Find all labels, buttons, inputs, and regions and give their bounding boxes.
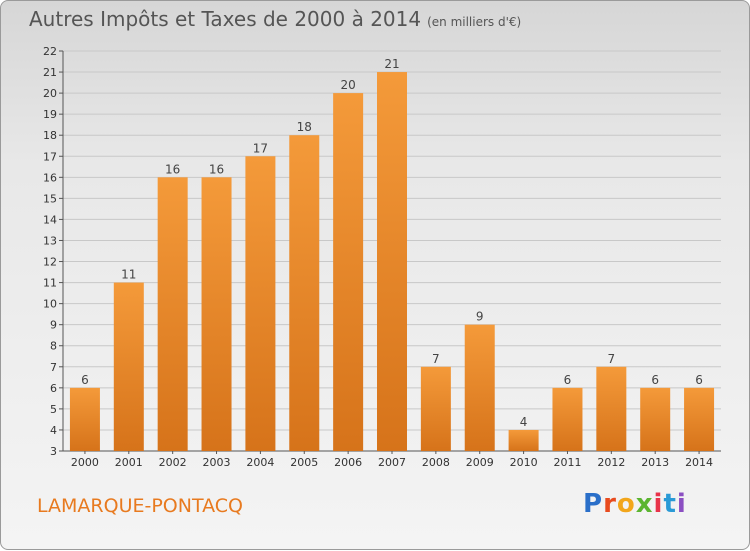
logo-letter: r bbox=[603, 489, 617, 519]
x-tick-label: 2003 bbox=[203, 456, 231, 469]
bar-value-label: 6 bbox=[564, 373, 572, 387]
x-tick-label: 2011 bbox=[553, 456, 581, 469]
bar-value-label: 6 bbox=[651, 373, 659, 387]
bar bbox=[684, 387, 715, 451]
bar bbox=[377, 72, 407, 451]
y-tick-label: 6 bbox=[50, 382, 57, 395]
x-tick-label: 2007 bbox=[378, 456, 406, 469]
y-tick-label: 4 bbox=[50, 424, 57, 437]
y-tick-label: 13 bbox=[43, 234, 57, 247]
x-tick-label: 2000 bbox=[71, 456, 99, 469]
logo-letter: x bbox=[635, 489, 654, 519]
y-tick-label: 14 bbox=[43, 213, 57, 226]
bar bbox=[552, 387, 583, 451]
bar-value-label: 21 bbox=[384, 57, 399, 71]
x-tick-label: 2006 bbox=[334, 456, 362, 469]
y-tick-label: 19 bbox=[43, 108, 57, 121]
bar-value-label: 16 bbox=[165, 162, 180, 176]
y-tick-label: 16 bbox=[43, 171, 57, 184]
y-tick-label: 22 bbox=[43, 45, 57, 58]
x-tick-label: 2002 bbox=[159, 456, 187, 469]
logo-letter: t bbox=[663, 489, 677, 519]
bar-value-label: 7 bbox=[432, 352, 440, 366]
bar-value-label: 9 bbox=[476, 310, 484, 324]
bar bbox=[245, 156, 276, 451]
bar-value-label: 16 bbox=[209, 162, 224, 176]
bar-value-label: 11 bbox=[121, 268, 136, 282]
x-tick-label: 2004 bbox=[246, 456, 274, 469]
x-tick-label: 2010 bbox=[510, 456, 538, 469]
y-tick-label: 7 bbox=[50, 361, 57, 374]
bar bbox=[113, 282, 144, 451]
bar bbox=[508, 429, 539, 451]
bar-value-label: 6 bbox=[695, 373, 703, 387]
bar bbox=[596, 366, 627, 451]
bars: 6 11 16 16 17 18 20 21 7 9 4 6 7 6 6 bbox=[69, 57, 715, 452]
bar-value-label: 4 bbox=[520, 415, 528, 429]
bar-value-label: 7 bbox=[608, 352, 616, 366]
bar bbox=[201, 177, 232, 451]
x-tick-label: 2012 bbox=[597, 456, 625, 469]
y-tick-label: 12 bbox=[43, 256, 57, 269]
y-tick-label: 10 bbox=[43, 298, 57, 311]
bar bbox=[640, 387, 671, 451]
x-tick-label: 2008 bbox=[422, 456, 450, 469]
bar bbox=[420, 366, 451, 451]
logo-letter: i bbox=[653, 489, 664, 519]
logo-letter: o bbox=[616, 489, 636, 519]
chart-title: Autres Impôts et Taxes de 2000 à 2014 (en… bbox=[29, 7, 521, 31]
logo-letter: P bbox=[583, 489, 604, 519]
x-tick-label: 2014 bbox=[685, 456, 713, 469]
chart-title-text: Autres Impôts et Taxes de 2000 à 2014 bbox=[29, 7, 422, 31]
y-tick-label: 20 bbox=[43, 87, 57, 100]
y-tick-label: 15 bbox=[43, 192, 57, 205]
proxiti-logo[interactable]: Proxiti bbox=[583, 489, 687, 519]
chart-title-unit: (en milliers d'€) bbox=[427, 15, 522, 29]
x-tick-label: 2001 bbox=[115, 456, 143, 469]
bar bbox=[69, 387, 100, 451]
y-tick-label: 17 bbox=[43, 150, 57, 163]
bar-value-label: 20 bbox=[340, 78, 355, 92]
place-name: LAMARQUE-PONTACQ bbox=[37, 495, 243, 517]
bar-value-label: 18 bbox=[297, 120, 312, 134]
x-tick-label: 2005 bbox=[290, 456, 318, 469]
bar-value-label: 6 bbox=[81, 373, 89, 387]
y-tick-label: 3 bbox=[50, 445, 57, 458]
bar bbox=[289, 135, 320, 452]
y-tick-label: 21 bbox=[43, 66, 57, 79]
bar bbox=[333, 93, 364, 452]
bar bbox=[157, 177, 188, 451]
y-tick-label: 11 bbox=[43, 277, 57, 290]
y-tick-label: 9 bbox=[50, 319, 57, 332]
x-tick-label: 2013 bbox=[641, 456, 669, 469]
logo-letter: i bbox=[676, 489, 687, 519]
x-tick-label: 2009 bbox=[466, 456, 494, 469]
y-tick-label: 8 bbox=[50, 340, 57, 353]
y-tick-label: 18 bbox=[43, 129, 57, 142]
bar bbox=[464, 324, 495, 451]
y-tick-label: 5 bbox=[50, 403, 57, 416]
bar-value-label: 17 bbox=[253, 141, 268, 155]
